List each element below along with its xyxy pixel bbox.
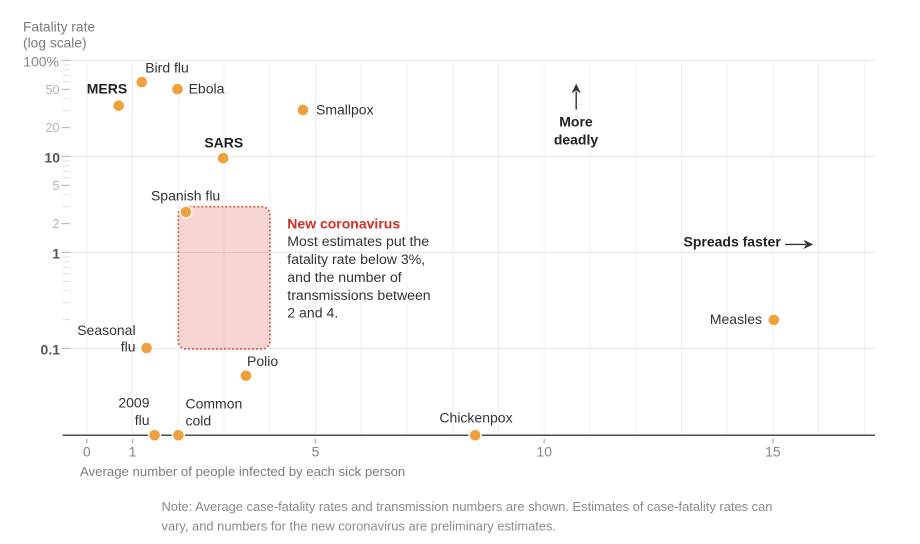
svg-text:2: 2 bbox=[53, 217, 60, 231]
svg-text:Spreads faster: Spreads faster bbox=[684, 234, 782, 250]
svg-text:vary, and numbers for the new: vary, and numbers for the new coronaviru… bbox=[162, 518, 557, 533]
svg-text:flu: flu bbox=[121, 339, 136, 355]
svg-text:2009: 2009 bbox=[118, 395, 149, 411]
svg-text:Ebola: Ebola bbox=[189, 81, 225, 97]
svg-text:(log scale): (log scale) bbox=[23, 35, 87, 50]
svg-text:Note: Average case-fatality ra: Note: Average case-fatality rates and tr… bbox=[162, 499, 773, 514]
svg-text:More: More bbox=[559, 114, 593, 130]
svg-text:0: 0 bbox=[83, 444, 91, 460]
svg-text:0.1: 0.1 bbox=[41, 342, 61, 358]
svg-text:Smallpox: Smallpox bbox=[316, 102, 374, 118]
svg-text:Fatality rate: Fatality rate bbox=[23, 20, 95, 35]
svg-text:Common: Common bbox=[186, 396, 243, 412]
svg-text:Average number of people infec: Average number of people infected by eac… bbox=[80, 464, 405, 479]
svg-text:transmissions between: transmissions between bbox=[287, 287, 430, 303]
svg-text:1: 1 bbox=[52, 246, 60, 262]
svg-text:cold: cold bbox=[186, 413, 212, 429]
svg-text:Most estimates put the: Most estimates put the bbox=[287, 233, 429, 249]
svg-text:deadly: deadly bbox=[554, 132, 599, 148]
svg-text:20: 20 bbox=[46, 121, 60, 135]
svg-text:Chickenpox: Chickenpox bbox=[439, 410, 512, 426]
svg-text:flu: flu bbox=[135, 412, 150, 428]
svg-text:10: 10 bbox=[536, 444, 552, 460]
svg-text:Spanish flu: Spanish flu bbox=[151, 187, 220, 203]
svg-text:10: 10 bbox=[44, 150, 60, 166]
svg-text:5: 5 bbox=[312, 444, 320, 460]
svg-text:Bird flu: Bird flu bbox=[145, 60, 189, 76]
svg-text:2 and 4.: 2 and 4. bbox=[287, 305, 338, 321]
svg-text:SARS: SARS bbox=[204, 135, 243, 151]
svg-text:5: 5 bbox=[53, 179, 60, 193]
svg-text:MERS: MERS bbox=[87, 81, 127, 97]
svg-text:fatality rate below 3%,: fatality rate below 3%, bbox=[287, 251, 425, 267]
svg-text:1: 1 bbox=[129, 444, 137, 460]
svg-text:50: 50 bbox=[46, 83, 60, 97]
svg-text:Seasonal: Seasonal bbox=[77, 322, 135, 338]
svg-text:New coronavirus: New coronavirus bbox=[287, 215, 400, 231]
svg-text:and the number of: and the number of bbox=[287, 269, 401, 285]
svg-text:Polio: Polio bbox=[247, 353, 278, 369]
svg-text:Measles: Measles bbox=[710, 311, 762, 327]
svg-text:15: 15 bbox=[765, 444, 781, 460]
svg-text:100%: 100% bbox=[23, 54, 59, 70]
